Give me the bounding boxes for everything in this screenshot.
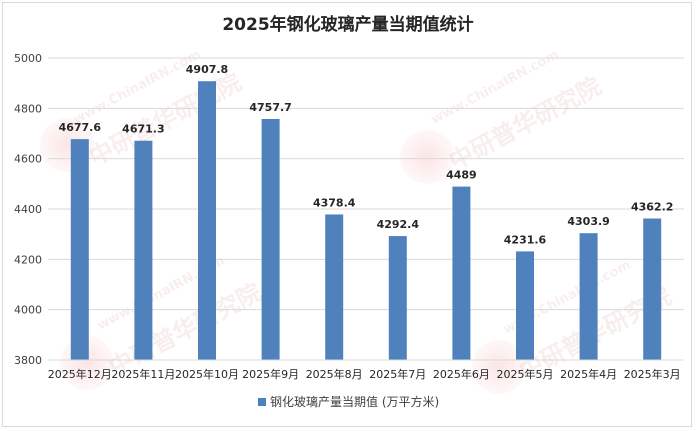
data-label: 4362.2	[631, 201, 673, 214]
bar	[261, 118, 280, 360]
data-label: 4378.4	[313, 196, 356, 209]
x-tick-label: 2025年11月	[111, 367, 175, 381]
y-tick-label: 4000	[14, 304, 42, 317]
data-label: 4292.4	[377, 218, 420, 231]
bar	[643, 218, 662, 360]
y-tick-label: 3800	[14, 354, 42, 367]
x-tick-label: 2025年4月	[560, 367, 617, 381]
data-label: 4489	[446, 169, 477, 182]
data-label: 4231.6	[504, 233, 547, 246]
legend-label: 钢化玻璃产量当期值 (万平方米)	[270, 394, 439, 409]
y-tick-label: 5000	[14, 52, 42, 65]
x-tick-label: 2025年8月	[306, 367, 363, 381]
data-label: 4671.3	[122, 123, 164, 136]
x-tick-label: 2025年7月	[369, 367, 426, 381]
x-tick-label: 2025年5月	[497, 367, 554, 381]
x-tick-label: 2025年12月	[48, 367, 112, 381]
data-labels: 4677.6 4671.3 4907.8 4757.7 4378.4 4292.4 4489…	[59, 63, 674, 246]
legend: 钢化玻璃产量当期值 (万平方米)	[258, 394, 439, 409]
bar	[325, 214, 344, 360]
x-tick-label: 2025年10月	[175, 367, 239, 381]
bar	[579, 233, 598, 360]
data-label: 4907.8	[186, 63, 228, 76]
x-tick-label: 2025年9月	[242, 367, 299, 381]
x-tick-label: 2025年3月	[624, 367, 681, 381]
bar	[70, 139, 89, 360]
y-axis-ticks: 3800 4000 4200 4400 4600 4800 5000	[14, 52, 42, 367]
data-label: 4757.7	[249, 101, 291, 114]
y-tick-label: 4800	[14, 102, 42, 115]
x-axis-ticks: 2025年12月 2025年11月 2025年10月 2025年9月 2025年8月 20…	[48, 367, 681, 381]
x-tick-label: 2025年6月	[433, 367, 490, 381]
y-tick-label: 4600	[14, 153, 42, 166]
chart-title: 2025年钢化玻璃产量当期值统计	[222, 15, 474, 35]
chart-frame	[2, 2, 692, 427]
bar	[388, 236, 407, 360]
legend-swatch	[258, 398, 266, 406]
bar	[516, 251, 534, 360]
bar	[452, 186, 471, 360]
gridlines	[48, 57, 684, 311]
y-tick-label: 4400	[14, 203, 42, 216]
bars	[70, 81, 662, 360]
data-label: 4303.9	[567, 215, 609, 228]
data-label: 4677.6	[59, 121, 102, 134]
y-tick-label: 4200	[14, 253, 42, 266]
bar	[198, 81, 216, 360]
bar	[134, 140, 153, 360]
